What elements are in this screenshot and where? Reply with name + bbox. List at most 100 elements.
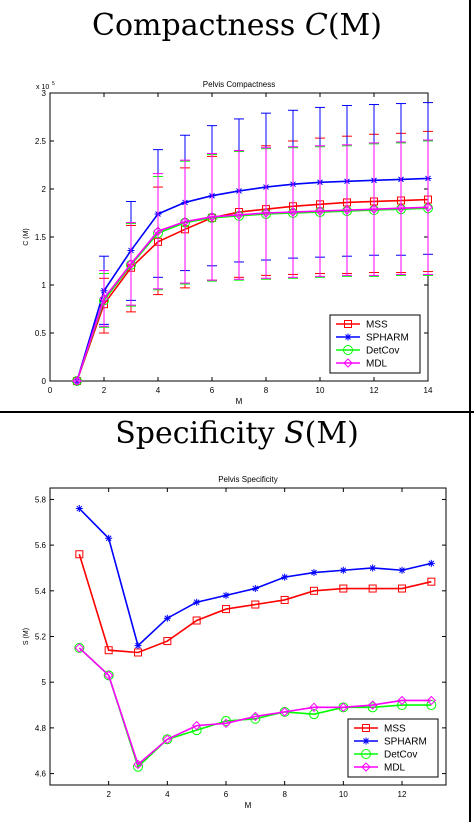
chart2-data-point-mss: [368, 584, 377, 593]
chart2-x-axis-label: M: [245, 801, 252, 810]
chart2-data-point-spharm: [281, 573, 289, 581]
chart1-y-axis-label: C (M): [23, 228, 30, 246]
chart1-title: Pelvis Compactness: [203, 80, 275, 89]
chart2-data-point-detcov: [367, 702, 378, 713]
chart2-legend-label-spharm: SPHARM: [384, 737, 427, 748]
chart2-data-point-mss: [310, 586, 318, 595]
chart2-x-tick-label: 8: [282, 790, 287, 799]
chart2-data-point-spharm: [339, 566, 347, 574]
chart1-x-tick-label: 8: [264, 386, 269, 395]
chart2-data-point-mss: [192, 616, 201, 625]
chart1-series-mdl: [72, 139, 433, 386]
chart1-series-line-spharm: [76, 177, 429, 382]
chart2-data-point-spharm: [163, 614, 171, 622]
horizontal-divider: [0, 411, 474, 413]
chart2-data-point-mdl: [162, 734, 173, 745]
chart2-series-line-mss: [78, 554, 432, 654]
chart2-x-tick-label: 12: [398, 790, 407, 799]
chart1-data-point-mdl: [342, 205, 352, 215]
chart2-x-tick-label: 4: [165, 790, 170, 799]
chart1-y-tick-label: 1: [42, 281, 47, 290]
chart1-x-tick-label: 6: [210, 386, 215, 395]
chart2-x-tick-label: 6: [224, 790, 229, 799]
chart2-data-point-mdl: [74, 643, 85, 653]
chart2-series-mdl: [74, 643, 437, 770]
chart2-x-tick-label: 2: [106, 790, 111, 799]
chart1-legend-marker-mss: [344, 320, 352, 328]
chart2-data-point-spharm: [427, 559, 435, 567]
compactness-chart: Pelvis Compactness 0 2 4 6 8 10 12 14 0 0.5 1 1.5 2 2.…: [23, 80, 433, 406]
chart2-data-point-mdl: [250, 711, 261, 722]
chart2-data-point-detcov: [250, 713, 261, 724]
chart1-x-tick-label: 2: [102, 386, 107, 395]
chart2-legend: MSS SPHARM DetCov MDL: [347, 718, 439, 778]
chart1-y-tick-label: 0: [42, 377, 47, 386]
chart1-data-point-mdl: [288, 207, 298, 217]
chart2-data-point-mdl: [367, 700, 378, 710]
chart1-data-point-mdl: [153, 226, 163, 236]
chart2-data-point-mss: [339, 584, 348, 593]
chart2-series-line-detcov: [78, 647, 432, 769]
chart2-series-line-mdl: [78, 647, 432, 766]
chart2-data-point-mdl: [309, 702, 319, 713]
chart1-x-tick-label: 10: [316, 386, 325, 395]
chart1-x-tick-label: 0: [48, 386, 53, 395]
chart2-data-point-spharm: [222, 591, 230, 599]
chart2-y-tick-label: 5: [42, 678, 47, 687]
chart2-data-point-detcov: [221, 716, 231, 727]
chart2-series-spharm: [75, 505, 435, 650]
chart2-data-point-mss: [398, 584, 406, 593]
chart1-data-point-mdl: [72, 376, 82, 386]
chart2-data-point-mdl: [338, 702, 349, 713]
chart1-y-tick-label: 2.5: [35, 137, 47, 146]
chart2-y-tick-label: 5.8: [35, 495, 47, 504]
chart1-data-point-mdl: [423, 202, 433, 212]
chart2-data-point-mdl: [103, 670, 114, 681]
chart2-legend-marker-spharm: [362, 737, 370, 745]
chart1-data-point-mdl: [369, 204, 379, 214]
chart2-data-point-spharm: [398, 566, 406, 574]
chart2-data-point-mdl: [191, 720, 202, 731]
chart2-series-mss: [75, 550, 436, 657]
chart2-data-point-mss: [280, 595, 289, 604]
chart2-data-point-spharm: [105, 534, 113, 542]
chart1-legend-label-spharm: SPHARM: [366, 333, 409, 344]
chart1-x-tick-label: 12: [370, 386, 379, 395]
chart1-data-point-mdl: [234, 210, 244, 220]
chart2-data-point-spharm: [251, 585, 259, 593]
chart2-data-point-mdl: [221, 718, 231, 729]
chart1-data-point-mdl: [261, 208, 271, 218]
chart1-legend-marker-spharm: [344, 333, 352, 341]
chart1-y-tick-label: 2: [42, 185, 47, 194]
chart2-data-point-mss: [163, 637, 172, 646]
chart2-data-point-spharm: [75, 505, 83, 513]
chart2-data-point-spharm: [193, 598, 201, 606]
chart2-legend-marker-detcov: [361, 749, 371, 759]
chart1-data-point-mdl: [180, 216, 190, 227]
chart1-y-multiplier-exponent: 5: [52, 81, 55, 87]
chart1-y-tick-label: 0.5: [35, 329, 47, 338]
chart2-y-tick-label: 4.6: [35, 770, 47, 779]
chart2-data-point-spharm: [369, 564, 377, 572]
chart2-data-point-mss: [75, 550, 84, 559]
chart2-y-axis-label: S (M): [23, 628, 30, 645]
specificity-heading: Specificity S(M): [115, 416, 359, 451]
chart1-legend: MSS SPHARM DetCov MDL: [329, 314, 421, 374]
chart2-legend-marker-mss: [362, 724, 370, 732]
chart2-legend-label-mss: MSS: [384, 724, 406, 735]
chart1-x-axis-label: M: [236, 397, 243, 406]
chart1-x-tick-label: 14: [424, 386, 433, 395]
chart1-data-point-mdl: [207, 212, 217, 222]
chart2-y-tick-label: 5.6: [35, 541, 47, 550]
chart2-legend-label-detcov: DetCov: [384, 750, 417, 761]
chart2-title: Pelvis Specificity: [218, 475, 278, 484]
chart2-y-tick-label: 5.2: [35, 633, 47, 642]
chart1-data-point-mdl: [315, 206, 325, 216]
chart1-legend-marker-mdl: [343, 358, 353, 368]
chart2-legend-label-mdl: MDL: [384, 763, 406, 774]
chart2-x-tick-label: 10: [339, 790, 348, 799]
chart2-data-point-detcov: [309, 709, 319, 720]
chart1-data-point-mdl: [99, 293, 109, 304]
chart1-data-point-mdl: [126, 259, 136, 269]
